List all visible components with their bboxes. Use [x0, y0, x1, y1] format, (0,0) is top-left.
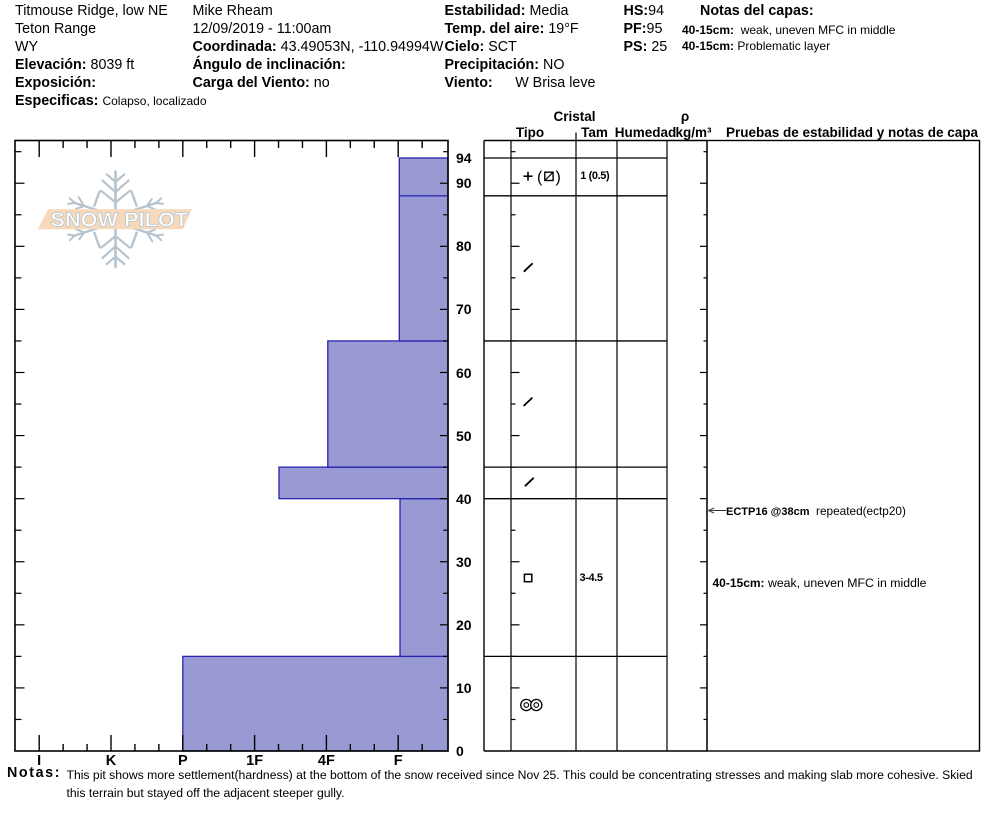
svg-text:): ) [556, 169, 561, 186]
svg-text:(: ( [537, 169, 543, 186]
svg-text:SNOW PILOT: SNOW PILOT [51, 209, 189, 232]
